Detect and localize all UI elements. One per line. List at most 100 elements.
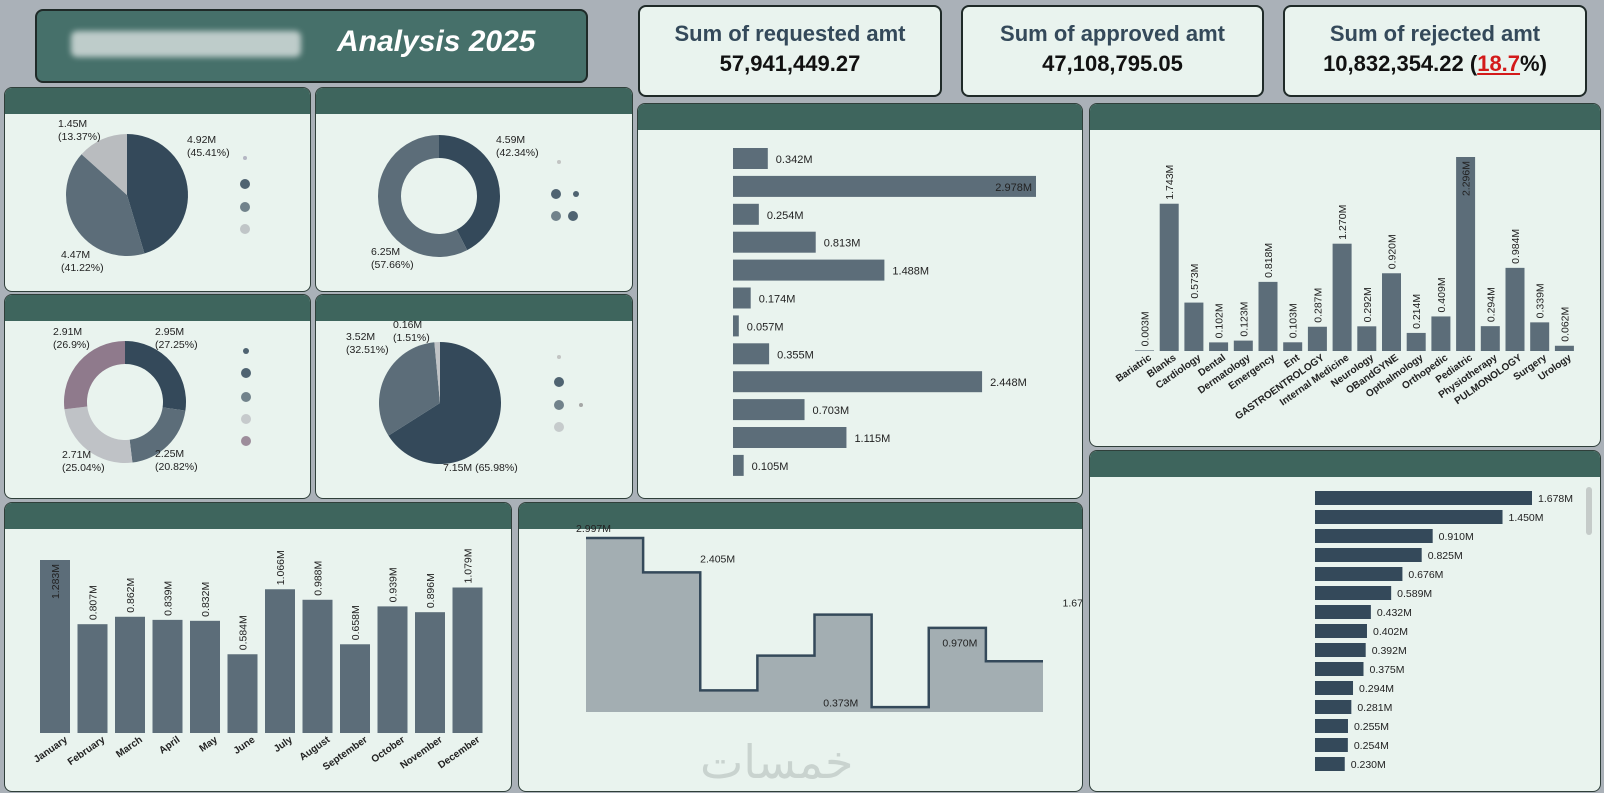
bar <box>733 259 885 281</box>
bar <box>1315 643 1366 657</box>
watermark: خمسات <box>700 735 854 789</box>
tick-label: February <box>66 734 108 768</box>
bar <box>733 343 770 365</box>
legend-dot <box>240 224 250 234</box>
kpi-value-tail: %) <box>1520 51 1547 76</box>
legend-dot <box>240 179 250 189</box>
card-pie-1: 4.92M (45.41%) 4.47M (41.22%) 1.45M (13.37%) <box>4 87 311 292</box>
bar <box>1505 267 1525 351</box>
card-monthly: 1.283M January 0.807M February 0.862M March 0.… <box>4 502 512 792</box>
bar <box>1456 157 1476 351</box>
legend-dot <box>243 348 249 354</box>
kpi-approved: Sum of approved amt 47,108,795.05 <box>961 5 1264 97</box>
bar <box>1184 302 1204 351</box>
data-label: 2.405M <box>700 553 735 565</box>
horizontal-bar-chart-1: 0.342M 2.978M 0.254M 0.813M 1.488M 0.174M 0.05… <box>733 148 1036 476</box>
data-label: 0.703M <box>813 405 850 417</box>
bar <box>1315 586 1392 600</box>
card-hbar-1: 0.342M 2.978M 0.254M 0.813M 1.488M 0.174M 0.05… <box>637 103 1083 499</box>
tick-label: December <box>436 734 482 771</box>
data-label: 0.825M <box>1428 550 1463 562</box>
data-label: 0.676M <box>1408 569 1443 581</box>
kpi-label: Sum of approved amt <box>1000 21 1225 46</box>
bar <box>1406 332 1426 351</box>
data-label: 0.287M <box>1312 288 1324 323</box>
bar <box>1530 322 1550 351</box>
bar <box>1315 548 1422 562</box>
data-label: 0.373M <box>823 697 858 709</box>
kpi-value: 10,832,354.22 (18.7%) <box>1285 51 1585 77</box>
data-label: 7.15M (65.98%) <box>443 462 518 474</box>
bar <box>190 620 220 733</box>
bar <box>152 619 183 733</box>
legend-dot <box>243 156 247 160</box>
card-header <box>316 295 632 321</box>
pie-slice <box>63 341 125 410</box>
tick-label: July <box>272 734 295 755</box>
bar <box>733 427 847 448</box>
data-label: 0.409M <box>1436 277 1448 312</box>
bar <box>1431 316 1451 351</box>
data-label: 0.16M (1.51%) <box>393 319 430 344</box>
bar <box>1315 510 1503 524</box>
data-label: 0.102M <box>1214 303 1226 338</box>
data-label: 1.488M <box>892 266 929 278</box>
data-label: 0.057M <box>747 321 784 333</box>
data-label: 0.214M <box>1411 294 1423 329</box>
data-label: 0.230M <box>1351 759 1386 771</box>
data-label: 1.079M <box>463 548 475 583</box>
data-label: 0.105M <box>752 461 789 473</box>
specialty-bar-chart: 0.003MBariatric1.743MBlanks0.573MCardiol… <box>1114 157 1574 422</box>
data-label: 2.978M <box>995 182 1032 194</box>
title-banner: Analysis 2025 <box>35 9 588 83</box>
monthly-bar-chart: 1.283M January 0.807M February 0.862M March 0.… <box>32 548 483 773</box>
series-line <box>586 536 1043 709</box>
bar <box>1315 491 1532 505</box>
data-label: 2.296M <box>1461 161 1473 196</box>
legend-dot <box>573 191 579 197</box>
data-label: 0.103M <box>1288 303 1300 338</box>
data-label: 0.658M <box>350 605 362 640</box>
data-label: 0.402M <box>1373 626 1408 638</box>
card-header <box>5 88 310 114</box>
pie-slice <box>81 134 127 195</box>
data-label: 1.743M <box>1164 165 1176 200</box>
card-header <box>1090 104 1600 130</box>
tick-label: June <box>232 734 258 757</box>
bar <box>415 612 445 733</box>
bar <box>1315 529 1433 543</box>
pie-slice <box>127 134 188 254</box>
pie-slice <box>64 406 133 463</box>
bar <box>733 203 759 225</box>
data-label: 0.807M <box>88 585 100 620</box>
data-label: 1.450M <box>1509 512 1544 524</box>
data-label: 2.448M <box>990 377 1027 389</box>
data-label: 0.255M <box>1354 721 1389 733</box>
data-label: 0.123M <box>1238 302 1250 337</box>
data-label: 0.294M <box>1485 287 1497 322</box>
data-label: 0.281M <box>1357 702 1392 714</box>
bar <box>1315 738 1348 752</box>
tick-label: May <box>197 734 220 754</box>
bar <box>227 654 258 733</box>
bar <box>40 560 70 733</box>
legend-dot <box>568 211 578 221</box>
data-label: 4.47M (41.22%) <box>61 249 104 274</box>
bar <box>1315 757 1345 771</box>
data-label: 1.115M <box>854 433 890 445</box>
bar <box>1315 567 1403 581</box>
donut-chart-2: 2.95M (27.25%) 2.25M (20.82%) 2.71M (25.04%) 2… <box>53 326 251 474</box>
bar <box>377 606 408 733</box>
data-label: 0.920M <box>1387 234 1399 269</box>
bar <box>1283 342 1303 351</box>
data-label: 4.59M (42.34%) <box>496 134 539 159</box>
bar <box>1554 345 1574 351</box>
bar <box>1315 681 1354 695</box>
scrollbar[interactable] <box>1586 487 1592 535</box>
bar <box>733 231 816 253</box>
data-label: 0.062M <box>1559 307 1571 342</box>
data-label: 4.92M (45.41%) <box>187 134 230 159</box>
data-label: 0.174M <box>759 294 796 306</box>
card-hbar-2: 1.678M 1.450M 0.910M 0.825M 0.676M 0.589M 0.43… <box>1089 450 1601 792</box>
data-label: 0.584M <box>238 615 250 650</box>
